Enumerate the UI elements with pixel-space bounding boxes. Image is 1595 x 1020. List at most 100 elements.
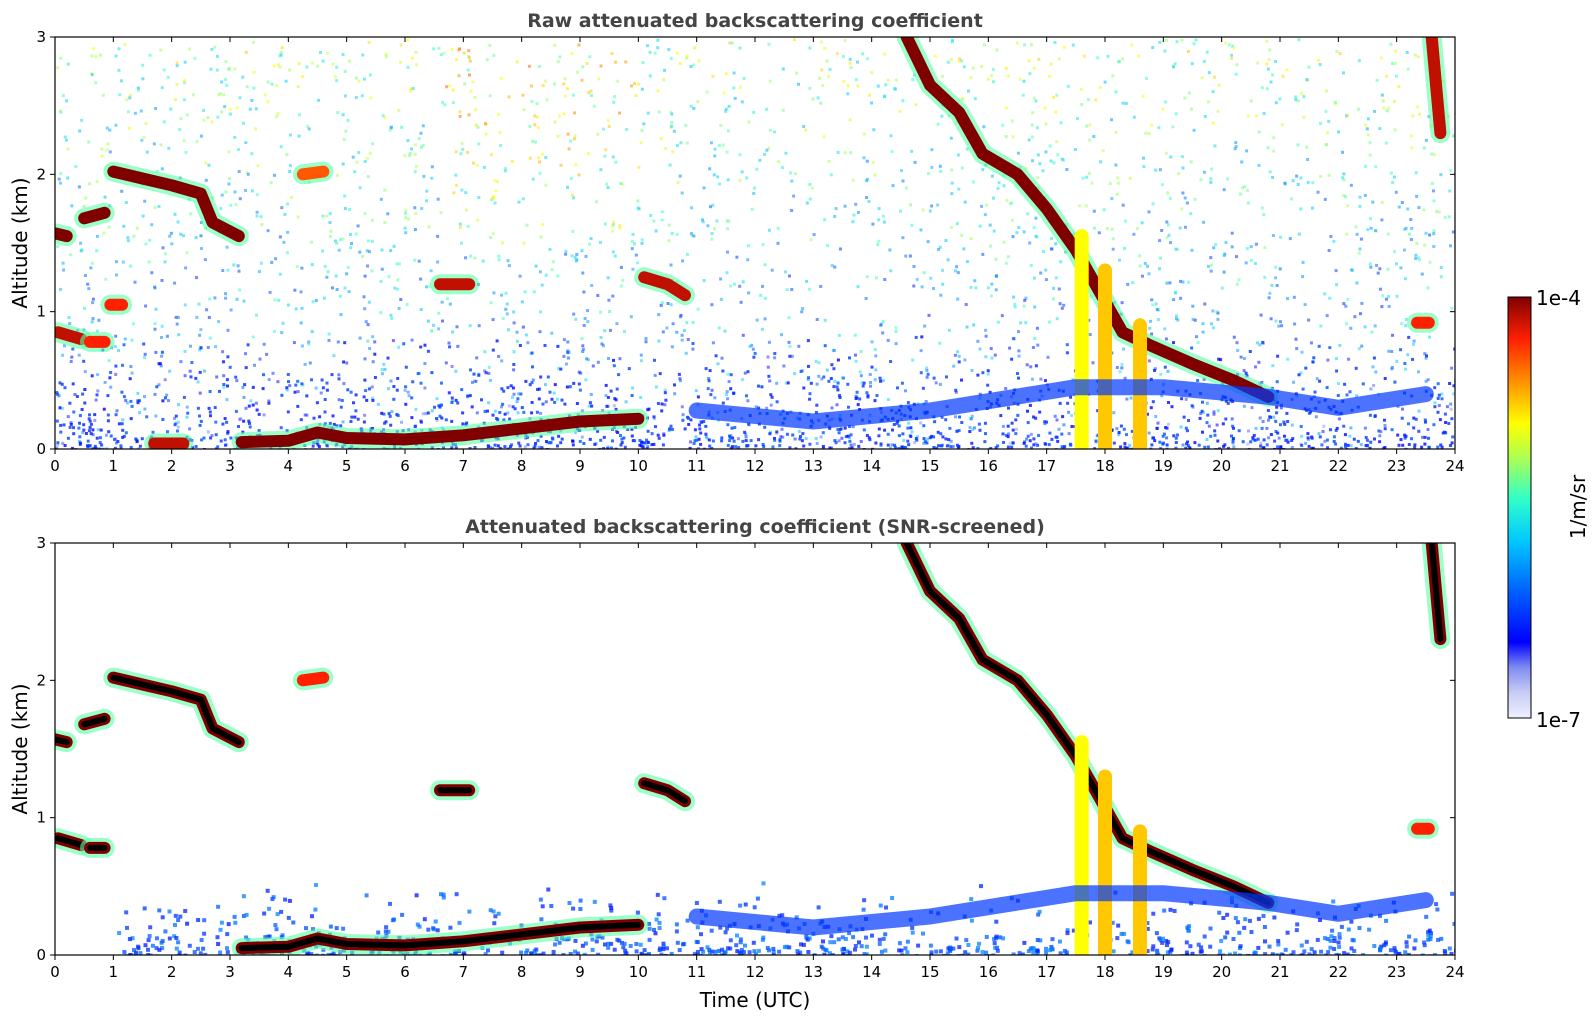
noise-pixel xyxy=(904,254,908,258)
noise-pixel xyxy=(515,330,519,334)
noise-pixel xyxy=(713,147,717,151)
noise-pixel xyxy=(356,447,360,449)
x-tick-label: 0 xyxy=(50,457,60,475)
noise-pixel xyxy=(562,354,566,358)
noise-pixel xyxy=(833,265,837,269)
noise-pixel xyxy=(600,342,604,346)
noise-pixel xyxy=(1299,953,1304,955)
noise-pixel xyxy=(779,435,783,439)
noise-pixel xyxy=(829,377,833,380)
noise-pixel xyxy=(199,134,203,138)
noise-pixel xyxy=(206,430,210,434)
noise-pixel xyxy=(201,946,206,951)
noise-pixel xyxy=(892,87,896,90)
noise-pixel xyxy=(719,297,723,301)
noise-pixel xyxy=(1432,423,1436,427)
noise-pixel xyxy=(605,182,609,186)
noise-pixel xyxy=(262,911,267,916)
noise-pixel xyxy=(414,212,418,216)
noise-pixel xyxy=(648,74,652,78)
noise-pixel xyxy=(846,434,850,438)
noise-pixel xyxy=(203,952,208,955)
noise-pixel xyxy=(457,74,461,78)
noise-pixel xyxy=(126,110,130,114)
noise-pixel xyxy=(72,432,76,436)
noise-pixel xyxy=(875,394,879,397)
noise-pixel xyxy=(310,240,313,244)
noise-pixel xyxy=(58,406,62,410)
noise-pixel xyxy=(1185,442,1188,446)
noise-pixel xyxy=(646,444,650,448)
noise-pixel xyxy=(558,114,561,118)
noise-pixel xyxy=(1174,112,1178,116)
noise-pixel xyxy=(379,197,383,201)
noise-pixel xyxy=(107,359,111,363)
noise-pixel xyxy=(130,936,135,941)
noise-pixel xyxy=(665,946,669,951)
noise-pixel xyxy=(1439,936,1444,941)
noise-pixel xyxy=(636,199,640,203)
noise-pixel xyxy=(226,355,230,359)
noise-pixel xyxy=(86,439,90,443)
noise-pixel xyxy=(1221,953,1226,955)
noise-pixel xyxy=(447,341,451,345)
noise-pixel xyxy=(712,173,716,177)
noise-pixel xyxy=(816,96,820,100)
noise-pixel xyxy=(468,59,472,63)
noise-pixel xyxy=(473,256,477,260)
noise-pixel xyxy=(1385,109,1389,113)
noise-pixel xyxy=(1010,119,1014,123)
noise-pixel xyxy=(761,284,764,288)
noise-pixel xyxy=(1044,268,1048,272)
noise-pixel xyxy=(414,50,418,54)
noise-pixel xyxy=(607,357,610,360)
raw-backscatter-panel: Raw attenuated backscattering coefficien… xyxy=(8,10,1465,475)
noise-pixel xyxy=(1363,426,1367,430)
noise-pixel xyxy=(1247,918,1252,923)
noise-pixel xyxy=(882,220,886,224)
noise-pixel xyxy=(823,46,827,50)
noise-pixel xyxy=(1332,947,1337,951)
noise-pixel xyxy=(91,447,95,449)
noise-pixel xyxy=(926,437,929,441)
noise-pixel xyxy=(186,411,190,415)
noise-pixel xyxy=(173,913,178,918)
noise-pixel xyxy=(1025,437,1029,441)
noise-pixel xyxy=(310,330,314,334)
noise-pixel xyxy=(1290,439,1294,442)
noise-pixel xyxy=(262,373,265,377)
noise-pixel xyxy=(387,275,391,279)
noise-pixel xyxy=(467,113,471,117)
noise-pixel xyxy=(136,944,141,949)
noise-pixel xyxy=(1057,287,1061,291)
noise-pixel xyxy=(626,428,630,431)
noise-pixel xyxy=(600,935,605,940)
noise-pixel xyxy=(839,247,842,251)
noise-pixel xyxy=(521,93,525,97)
noise-pixel xyxy=(1304,939,1309,944)
noise-pixel xyxy=(182,234,185,238)
noise-pixel xyxy=(90,54,94,58)
noise-pixel xyxy=(466,68,470,72)
noise-pixel xyxy=(376,402,380,406)
noise-pixel xyxy=(62,268,66,272)
noise-pixel xyxy=(1151,436,1155,440)
noise-pixel xyxy=(763,263,767,267)
noise-pixel xyxy=(1022,304,1026,308)
noise-pixel xyxy=(1343,195,1347,199)
noise-pixel xyxy=(214,420,218,424)
noise-pixel xyxy=(433,919,438,924)
noise-pixel xyxy=(642,948,647,953)
noise-pixel xyxy=(799,370,803,373)
noise-pixel xyxy=(234,409,238,413)
noise-pixel xyxy=(1401,443,1405,447)
noise-pixel xyxy=(210,120,214,124)
noise-pixel xyxy=(441,895,446,900)
noise-pixel xyxy=(854,397,858,400)
noise-pixel xyxy=(1438,418,1442,422)
noise-pixel xyxy=(1192,128,1196,132)
noise-pixel xyxy=(68,401,72,405)
noise-pixel xyxy=(984,355,988,359)
noise-pixel xyxy=(990,174,994,178)
noise-pixel xyxy=(286,410,290,414)
